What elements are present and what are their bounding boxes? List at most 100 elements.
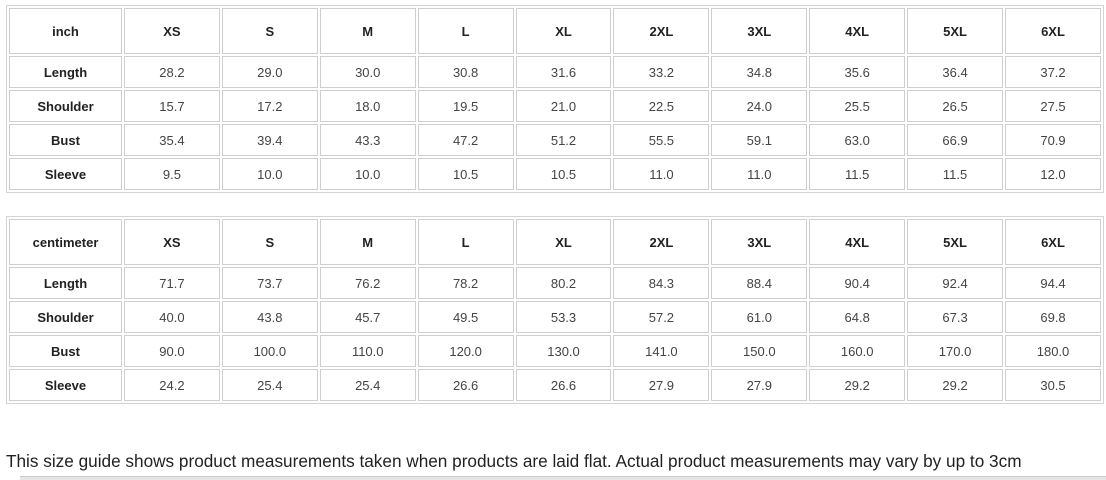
size-header: 4XL [809,8,906,54]
measurement-value: 64.8 [809,301,906,333]
measurement-value: 84.3 [613,267,710,299]
measurement-value: 71.7 [124,267,220,299]
measurement-value: 9.5 [124,158,220,190]
measurement-value: 30.8 [417,56,514,88]
size-header: 3XL [711,219,808,265]
measurement-value: 11.5 [809,158,906,190]
measurement-value: 63.0 [809,124,906,156]
measurement-value: 26.5 [907,90,1004,122]
measurement-value: 141.0 [613,335,710,367]
measurement-label: Length [9,56,122,88]
size-guide-note: This size guide shows product measuremen… [6,451,1022,471]
measurement-label: Length [9,267,122,299]
table-row: Length 71.7 73.7 76.2 78.2 80.2 84.3 88.4 90.4 92… [9,267,1101,299]
measurement-value: 130.0 [515,335,612,367]
measurement-value: 90.4 [809,267,906,299]
measurement-value: 11.0 [613,158,710,190]
measurement-label: Sleeve [9,369,122,401]
unit-header: centimeter [9,219,122,265]
measurement-value: 22.5 [613,90,710,122]
inch-size-table-container: inch XS S M L XL 2XL 3XL 4XL 5XL 6XL Length 28.2 29.0… [6,5,1104,193]
measurement-value: 35.4 [124,124,220,156]
measurement-value: 120.0 [417,335,514,367]
size-header: 2XL [613,219,710,265]
measurement-value: 76.2 [319,267,416,299]
measurement-value: 66.9 [907,124,1004,156]
measurement-value: 28.2 [124,56,220,88]
measurement-value: 12.0 [1005,158,1101,190]
measurement-value: 70.9 [1005,124,1101,156]
size-header: XS [124,219,220,265]
table-row: Bust 35.4 39.4 43.3 47.2 51.2 55.5 59.1 63.0 66.9… [9,124,1101,156]
measurement-value: 30.5 [1005,369,1101,401]
size-header: 2XL [613,8,710,54]
measurement-value: 37.2 [1005,56,1101,88]
size-header: L [417,219,514,265]
measurement-value: 17.2 [221,90,318,122]
measurement-value: 24.0 [711,90,808,122]
size-header: M [319,219,416,265]
measurement-value: 25.4 [221,369,318,401]
size-header: 5XL [907,8,1004,54]
size-header: M [319,8,416,54]
size-header: 3XL [711,8,808,54]
measurement-value: 90.0 [124,335,220,367]
measurement-value: 94.4 [1005,267,1101,299]
measurement-value: 10.0 [221,158,318,190]
size-header: S [221,219,318,265]
inch-size-table: inch XS S M L XL 2XL 3XL 4XL 5XL 6XL Length 28.2 29.0… [6,5,1104,193]
measurement-value: 45.7 [319,301,416,333]
measurement-value: 25.5 [809,90,906,122]
measurement-value: 25.4 [319,369,416,401]
size-header: XL [515,8,612,54]
measurement-value: 59.1 [711,124,808,156]
measurement-label: Sleeve [9,158,122,190]
measurement-value: 67.3 [907,301,1004,333]
measurement-value: 26.6 [515,369,612,401]
measurement-value: 29.2 [907,369,1004,401]
measurement-value: 49.5 [417,301,514,333]
measurement-value: 150.0 [711,335,808,367]
measurement-value: 51.2 [515,124,612,156]
measurement-label: Bust [9,124,122,156]
table-row: Sleeve 24.2 25.4 25.4 26.6 26.6 27.9 27.9 29.2 29… [9,369,1101,401]
measurement-label: Shoulder [9,90,122,122]
unit-header: inch [9,8,122,54]
horizontal-scrollbar[interactable] [20,476,1106,480]
measurement-value: 39.4 [221,124,318,156]
measurement-value: 47.2 [417,124,514,156]
measurement-value: 88.4 [711,267,808,299]
size-header: XS [124,8,220,54]
measurement-value: 10.5 [515,158,612,190]
measurement-value: 30.0 [319,56,416,88]
size-header: 6XL [1005,8,1101,54]
measurement-value: 73.7 [221,267,318,299]
measurement-value: 35.6 [809,56,906,88]
measurement-value: 180.0 [1005,335,1101,367]
measurement-value: 43.3 [319,124,416,156]
measurement-value: 11.5 [907,158,1004,190]
measurement-value: 160.0 [809,335,906,367]
measurement-value: 55.5 [613,124,710,156]
measurement-value: 92.4 [907,267,1004,299]
measurement-label: Shoulder [9,301,122,333]
header-row: centimeter XS S M L XL 2XL 3XL 4XL 5XL 6XL [9,219,1101,265]
measurement-value: 27.9 [613,369,710,401]
measurement-value: 10.5 [417,158,514,190]
measurement-value: 27.9 [711,369,808,401]
measurement-value: 34.8 [711,56,808,88]
measurement-value: 26.6 [417,369,514,401]
measurement-value: 170.0 [907,335,1004,367]
measurement-value: 29.2 [809,369,906,401]
measurement-value: 53.3 [515,301,612,333]
measurement-value: 43.8 [221,301,318,333]
measurement-label: Bust [9,335,122,367]
centimeter-size-table-container: centimeter XS S M L XL 2XL 3XL 4XL 5XL 6XL Length 71… [6,216,1104,404]
measurement-value: 27.5 [1005,90,1101,122]
measurement-value: 33.2 [613,56,710,88]
measurement-value: 36.4 [907,56,1004,88]
centimeter-size-table: centimeter XS S M L XL 2XL 3XL 4XL 5XL 6XL Length 71… [6,216,1104,404]
measurement-value: 24.2 [124,369,220,401]
measurement-value: 11.0 [711,158,808,190]
table-row: Shoulder 40.0 43.8 45.7 49.5 53.3 57.2 61.0 64.8… [9,301,1101,333]
